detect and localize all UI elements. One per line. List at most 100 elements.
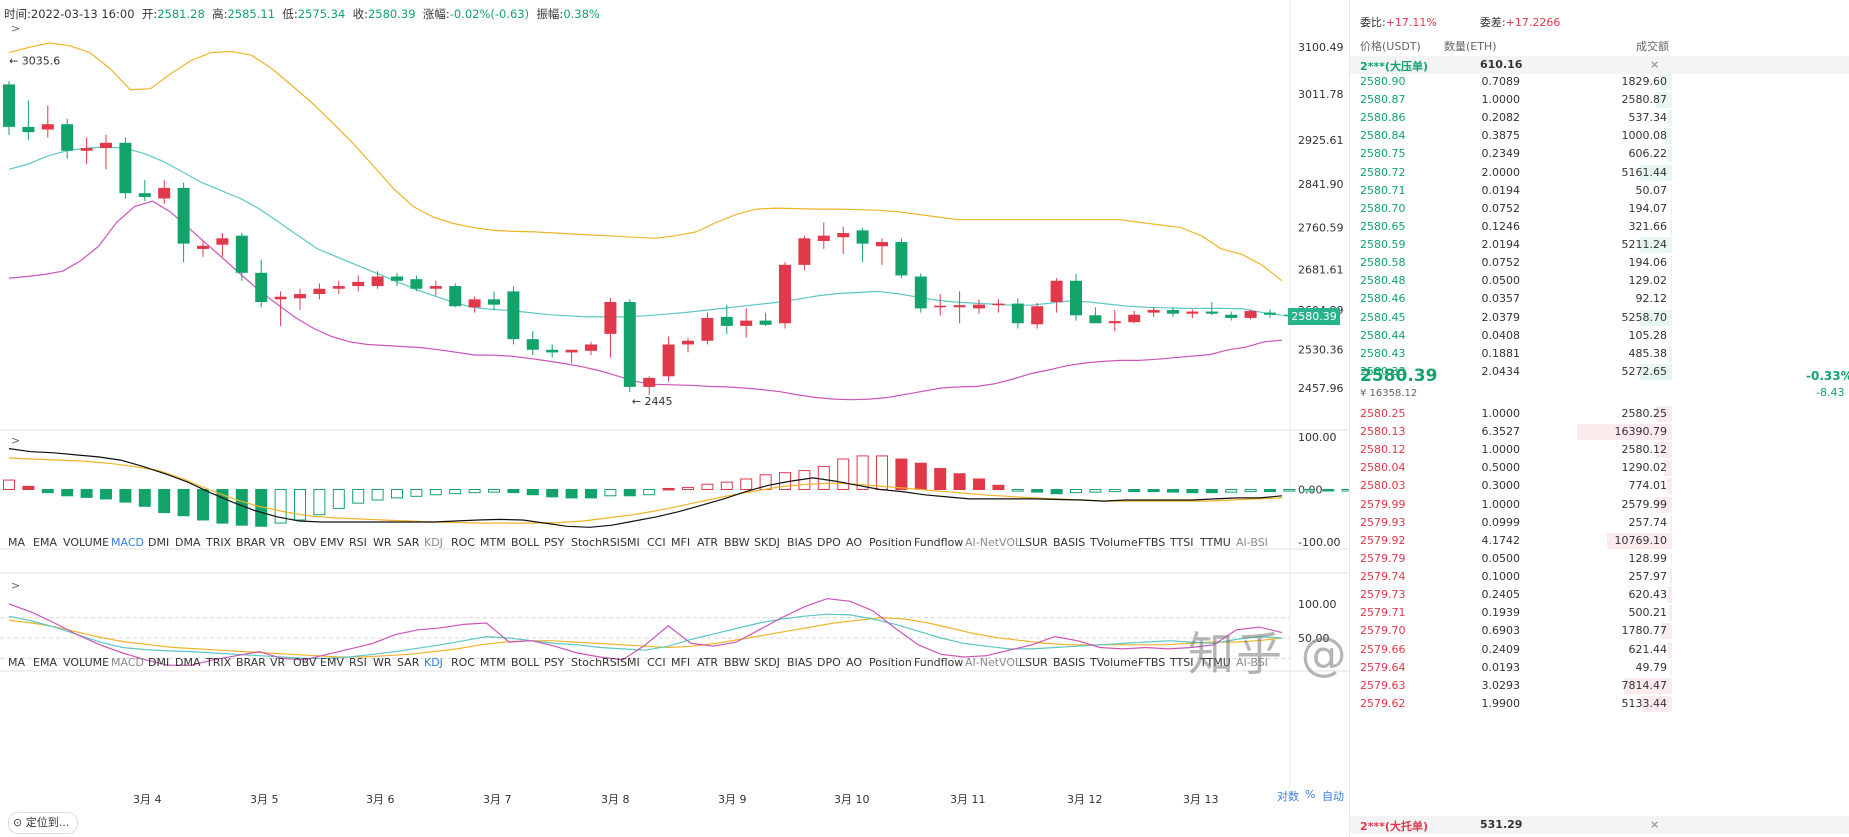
lower-tab-ftbs[interactable]: FTBS	[1138, 656, 1166, 669]
upper-tab-kdj[interactable]: KDJ	[424, 536, 443, 549]
bid-row[interactable]: 2580.59 2.0194 5211.24	[1350, 236, 1849, 254]
lower-tab-volume[interactable]: VOLUME	[63, 656, 110, 669]
lower-tab-ai-bsi[interactable]: AI-BSI	[1236, 656, 1268, 669]
bid-row[interactable]: 2580.58 0.0752 194.06	[1350, 254, 1849, 272]
bid-row[interactable]: 2580.48 0.0500 129.02	[1350, 272, 1849, 290]
lower-tab-ttsi[interactable]: TTSI	[1170, 656, 1194, 669]
log-scale-button[interactable]: 对数	[1277, 790, 1299, 803]
upper-tab-ai-netvol[interactable]: AI-NetVOL	[965, 536, 1022, 549]
upper-tab-mtm[interactable]: MTM	[480, 536, 506, 549]
close-icon[interactable]: ×	[1650, 58, 1660, 71]
lower-tab-ma[interactable]: MA	[8, 656, 26, 669]
expand-main-icon[interactable]: >	[11, 22, 21, 35]
lower-tab-smi[interactable]: SMI	[620, 656, 640, 669]
bid-row[interactable]: 2580.43 0.1881 485.38	[1350, 345, 1849, 363]
upper-tab-skdj[interactable]: SKDJ	[754, 536, 780, 549]
ask-row[interactable]: 2579.62 1.9900 5133.44	[1350, 695, 1849, 713]
upper-tab-bias[interactable]: BIAS	[787, 536, 813, 549]
ask-row[interactable]: 2580.03 0.3000 774.01	[1350, 477, 1849, 495]
lower-tab-skdj[interactable]: SKDJ	[754, 656, 780, 669]
ask-row[interactable]: 2579.93 0.0999 257.74	[1350, 514, 1849, 532]
bid-row[interactable]: 2580.90 0.7089 1829.60	[1350, 73, 1849, 91]
upper-tab-tvolume[interactable]: TVolume	[1090, 536, 1138, 549]
lower-tab-ema[interactable]: EMA	[33, 656, 57, 669]
upper-tab-cci[interactable]: CCI	[647, 536, 666, 549]
upper-tab-boll[interactable]: BOLL	[511, 536, 540, 549]
upper-tab-smi[interactable]: SMI	[620, 536, 640, 549]
ask-row[interactable]: 2579.99 1.0000 2579.99	[1350, 496, 1849, 514]
upper-tab-obv[interactable]: OBV	[293, 536, 317, 549]
ask-row[interactable]: 2579.73 0.2405 620.43	[1350, 586, 1849, 604]
ask-row[interactable]: 2579.64 0.0193 49.79	[1350, 659, 1849, 677]
ask-row[interactable]: 2580.12 1.0000 2580.12	[1350, 441, 1849, 459]
lower-tab-bbw[interactable]: BBW	[724, 656, 750, 669]
lower-tab-dma[interactable]: DMA	[175, 656, 201, 669]
lower-tab-basis[interactable]: BASIS	[1053, 656, 1086, 669]
upper-tab-fundflow[interactable]: Fundflow	[914, 536, 964, 549]
big-sell-order[interactable]: 2***(大压单) 610.16 ×	[1350, 56, 1849, 74]
upper-tab-bbw[interactable]: BBW	[724, 536, 750, 549]
lower-tab-lsur[interactable]: LSUR	[1019, 656, 1048, 669]
lower-tab-psy[interactable]: PSY	[544, 656, 565, 669]
lower-tab-atr[interactable]: ATR	[697, 656, 719, 669]
lower-tab-position[interactable]: Position	[869, 656, 912, 669]
bid-row[interactable]: 2580.87 1.0000 2580.87	[1350, 91, 1849, 109]
upper-tab-ai-bsi[interactable]: AI-BSI	[1236, 536, 1268, 549]
lower-tab-ai-netvol[interactable]: AI-NetVOL	[965, 656, 1022, 669]
bid-row[interactable]: 2580.46 0.0357 92.12	[1350, 290, 1849, 308]
ask-row[interactable]: 2579.66 0.2409 621.44	[1350, 641, 1849, 659]
upper-tab-ao[interactable]: AO	[846, 536, 862, 549]
expand-macd-icon[interactable]: >	[11, 434, 21, 447]
lower-tab-dpo[interactable]: DPO	[817, 656, 841, 669]
ask-row[interactable]: 2580.25 1.0000 2580.25	[1350, 405, 1849, 423]
lower-tab-mtm[interactable]: MTM	[480, 656, 506, 669]
upper-tab-dpo[interactable]: DPO	[817, 536, 841, 549]
upper-tab-stochrsi[interactable]: StochRSI	[571, 536, 620, 549]
lower-tab-tvolume[interactable]: TVolume	[1090, 656, 1138, 669]
lower-tab-kdj[interactable]: KDJ	[424, 656, 443, 669]
upper-tab-ema[interactable]: EMA	[33, 536, 57, 549]
bid-row[interactable]: 2580.44 0.0408 105.28	[1350, 327, 1849, 345]
lower-tab-wr[interactable]: WR	[373, 656, 392, 669]
lower-tab-stochrsi[interactable]: StochRSI	[571, 656, 620, 669]
upper-tab-rsi[interactable]: RSI	[349, 536, 367, 549]
bid-row[interactable]: 2580.33 2.0434 5272.65	[1350, 363, 1849, 381]
percent-scale-button[interactable]: %	[1305, 788, 1316, 801]
bid-row[interactable]: 2580.71 0.0194 50.07	[1350, 182, 1849, 200]
upper-tab-ttmu[interactable]: TTMU	[1200, 536, 1231, 549]
upper-tab-basis[interactable]: BASIS	[1053, 536, 1086, 549]
ask-row[interactable]: 2579.70 0.6903 1780.77	[1350, 622, 1849, 640]
bid-row[interactable]: 2580.72 2.0000 5161.44	[1350, 164, 1849, 182]
auto-scale-button[interactable]: 自动	[1322, 790, 1344, 803]
lower-tab-cci[interactable]: CCI	[647, 656, 666, 669]
upper-tab-dma[interactable]: DMA	[175, 536, 201, 549]
close-icon[interactable]: ×	[1650, 818, 1660, 831]
upper-tab-trix[interactable]: TRIX	[206, 536, 232, 549]
upper-tab-ftbs[interactable]: FTBS	[1138, 536, 1166, 549]
lower-tab-sar[interactable]: SAR	[397, 656, 420, 669]
lower-tab-mfi[interactable]: MFI	[671, 656, 691, 669]
upper-tab-macd[interactable]: MACD	[111, 536, 144, 549]
upper-tab-sar[interactable]: SAR	[397, 536, 420, 549]
expand-kdj-icon[interactable]: >	[11, 579, 21, 592]
lower-tab-emv[interactable]: EMV	[320, 656, 344, 669]
upper-tab-wr[interactable]: WR	[373, 536, 392, 549]
ask-row[interactable]: 2579.92 4.1742 10769.10	[1350, 532, 1849, 550]
bid-row[interactable]: 2580.70 0.0752 194.07	[1350, 200, 1849, 218]
lower-tab-obv[interactable]: OBV	[293, 656, 317, 669]
lower-tab-fundflow[interactable]: Fundflow	[914, 656, 964, 669]
ask-row[interactable]: 2579.79 0.0500 128.99	[1350, 550, 1849, 568]
upper-tab-position[interactable]: Position	[869, 536, 912, 549]
upper-tab-atr[interactable]: ATR	[697, 536, 719, 549]
upper-tab-ttsi[interactable]: TTSI	[1170, 536, 1194, 549]
lower-tab-ttmu[interactable]: TTMU	[1200, 656, 1231, 669]
chart-area[interactable]: 时间:2022-03-13 16:00 开:2581.28 高:2585.11 …	[0, 0, 1539, 837]
bid-row[interactable]: 2580.86 0.2082 537.34	[1350, 109, 1849, 127]
lower-tab-trix[interactable]: TRIX	[206, 656, 232, 669]
ask-row[interactable]: 2579.71 0.1939 500.21	[1350, 604, 1849, 622]
lower-tab-ao[interactable]: AO	[846, 656, 862, 669]
lower-tab-macd[interactable]: MACD	[111, 656, 144, 669]
lower-tab-vr[interactable]: VR	[270, 656, 286, 669]
bid-row[interactable]: 2580.45 2.0379 5258.70	[1350, 309, 1849, 327]
bid-row[interactable]: 2580.75 0.2349 606.22	[1350, 145, 1849, 163]
